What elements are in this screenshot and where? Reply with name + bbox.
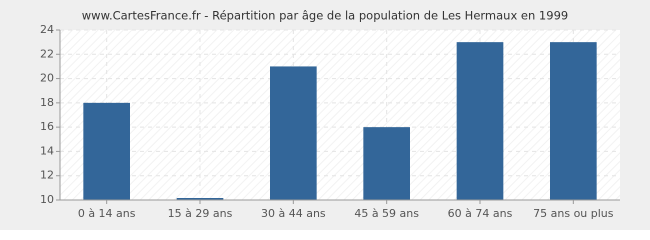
bar (83, 102, 130, 200)
x-tick-label: 15 à 29 ans (168, 207, 233, 220)
page: {"chart_data": {"type": "bar", "title": … (0, 0, 650, 230)
x-tick-label: 0 à 14 ans (78, 207, 136, 220)
x-tick-label: 60 à 74 ans (448, 207, 513, 220)
y-tick-label: 10 (40, 193, 54, 206)
y-tick-label: 24 (40, 23, 54, 36)
y-tick-label: 18 (40, 96, 54, 109)
x-tick-label: 30 à 44 ans (261, 207, 326, 220)
chart: www.CartesFrance.fr - Répartition par âg… (0, 0, 650, 230)
y-tick-label: 12 (40, 169, 54, 182)
bar (456, 42, 504, 201)
x-tick-label: 75 ans ou plus (533, 207, 614, 220)
bar (176, 198, 224, 200)
y-tick-label: 16 (40, 120, 54, 133)
bar (550, 42, 597, 201)
y-tick-label: 14 (40, 144, 54, 157)
bar (363, 127, 410, 200)
y-tick-label: 20 (40, 72, 54, 85)
x-tick-label: 45 à 59 ans (354, 207, 419, 220)
plot-area (60, 30, 620, 200)
bar (270, 66, 317, 200)
chart-title: www.CartesFrance.fr - Répartition par âg… (82, 9, 568, 23)
y-tick-label: 22 (40, 47, 54, 60)
